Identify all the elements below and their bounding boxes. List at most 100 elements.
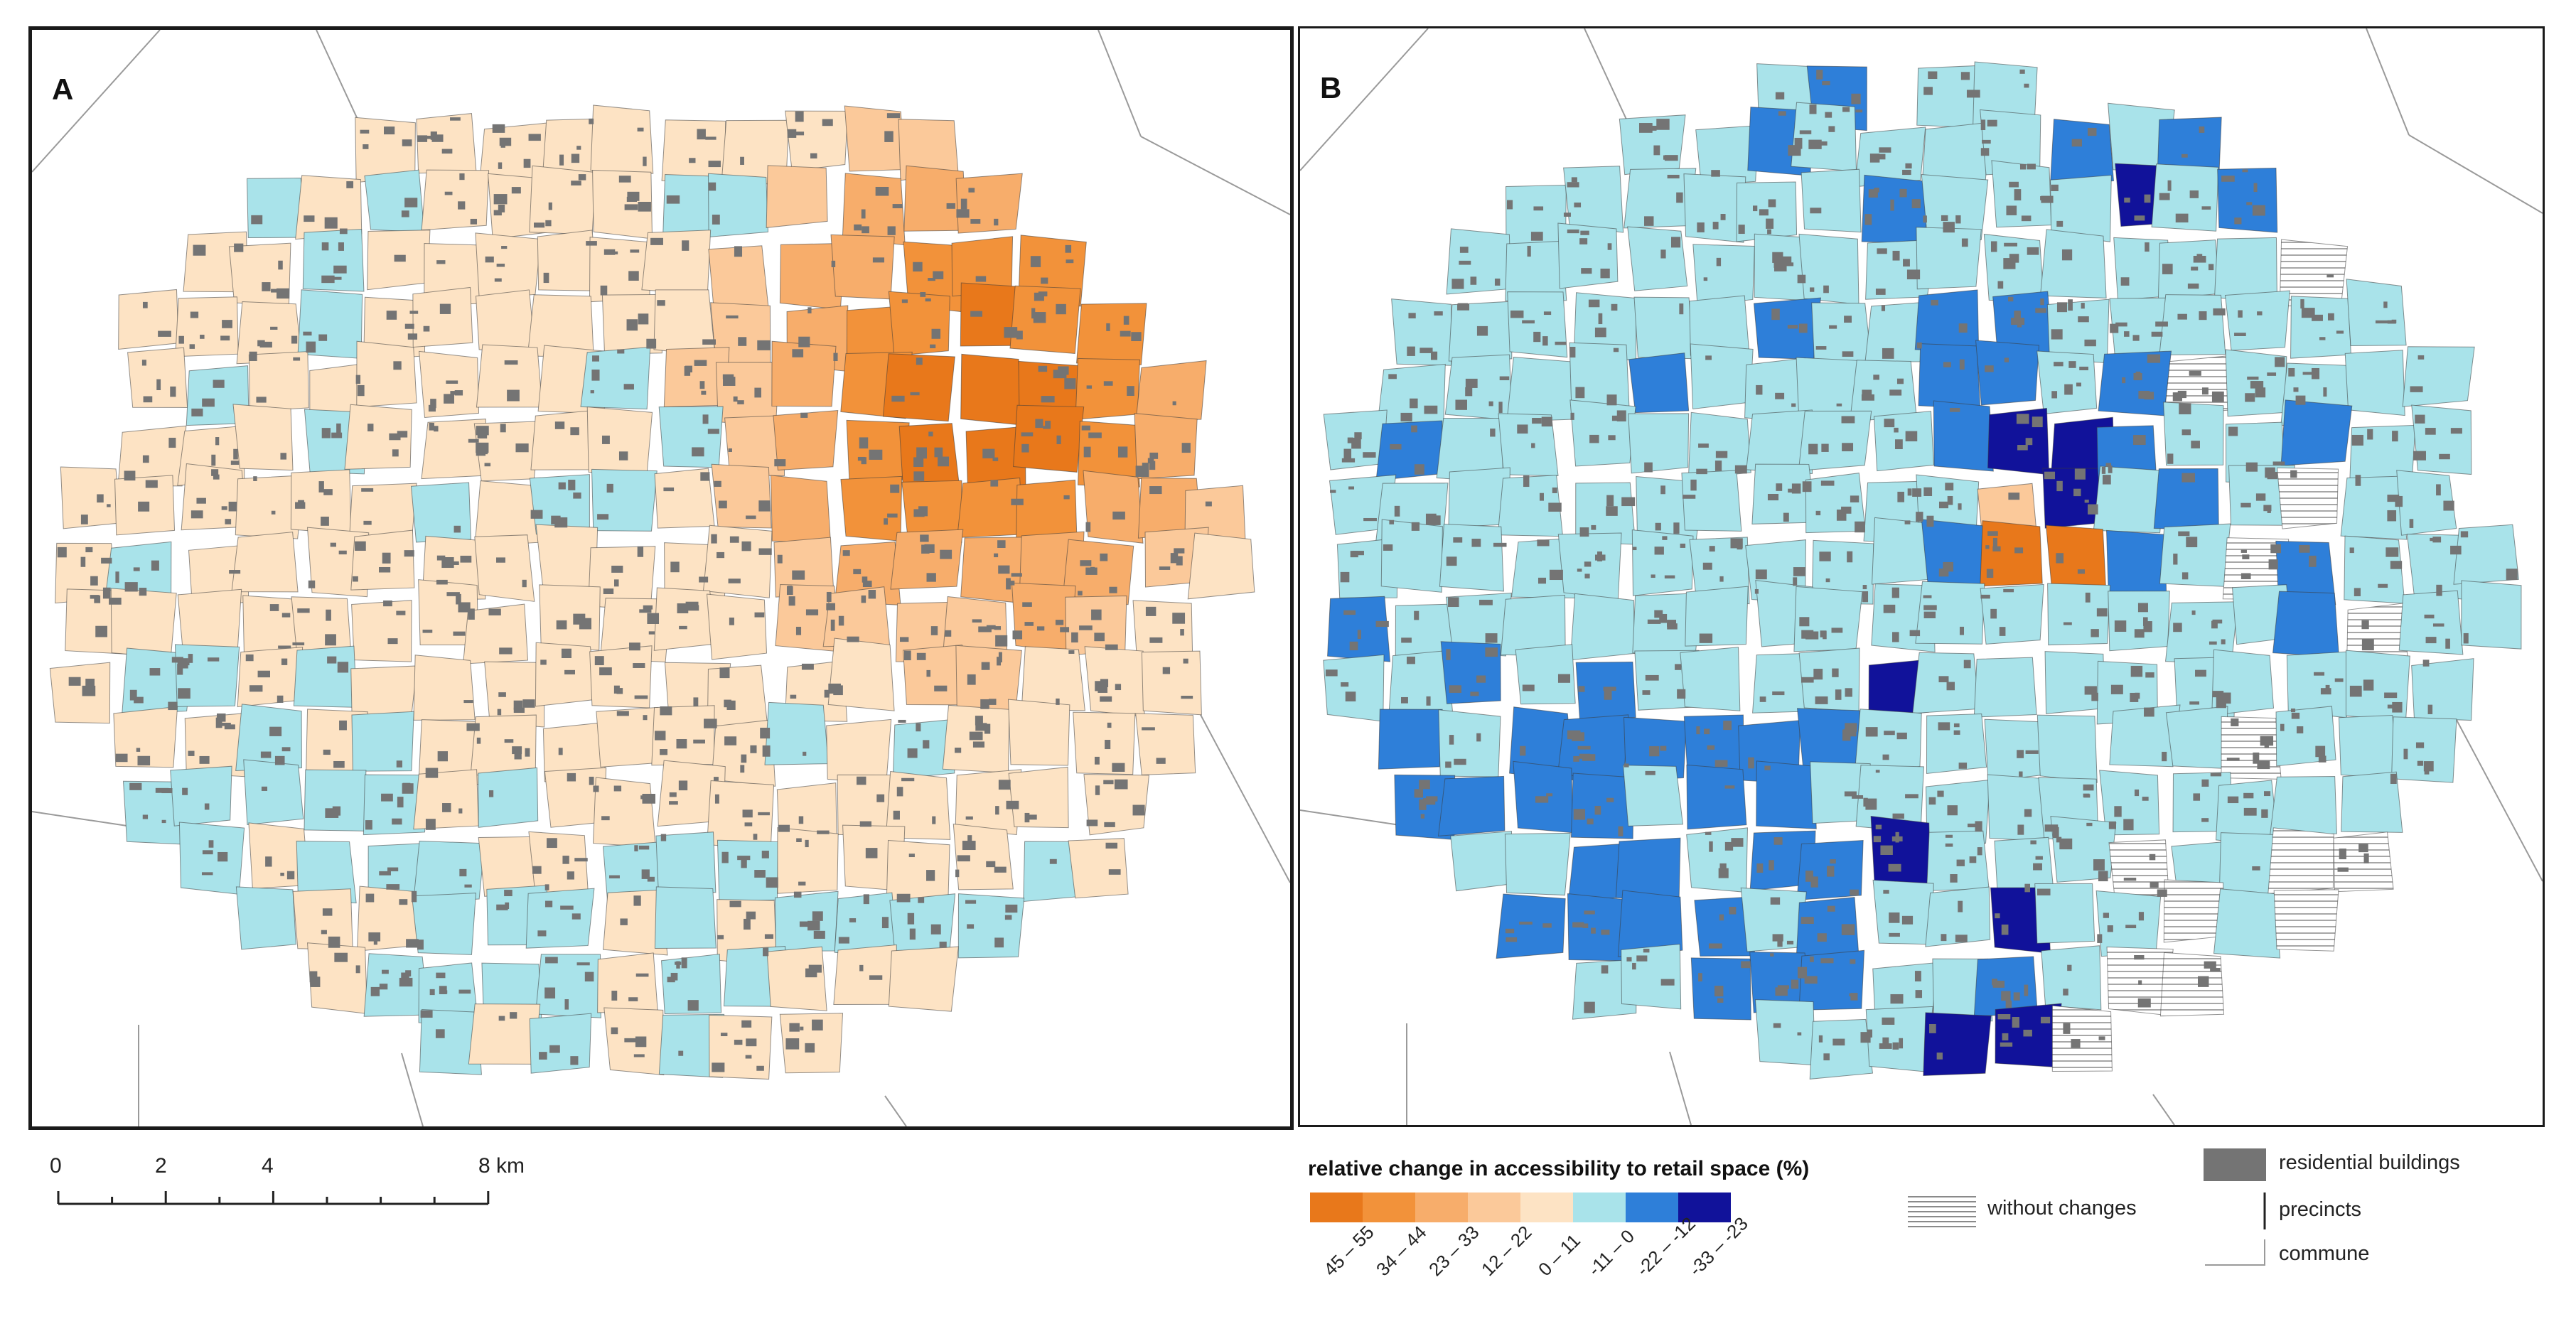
building-footprint — [1449, 735, 1454, 745]
building-footprint — [1424, 405, 1438, 414]
building-footprint — [1798, 323, 1808, 333]
building-footprint — [2228, 426, 2238, 436]
building-footprint — [1181, 443, 1191, 453]
precinct-cell — [888, 291, 950, 357]
building-footprint — [805, 609, 819, 615]
precinct-cell — [661, 119, 726, 183]
building-footprint — [2221, 639, 2226, 645]
building-footprint — [322, 908, 333, 916]
scale-tick-8: 8 km — [478, 1154, 525, 1178]
building-footprint — [997, 657, 1002, 666]
building-footprint — [2199, 126, 2205, 133]
building-footprint — [1764, 765, 1771, 770]
building-footprint — [2123, 819, 2134, 831]
building-footprint — [1797, 967, 1808, 979]
building-footprint — [887, 513, 898, 518]
building-footprint — [758, 548, 772, 555]
building-footprint — [741, 541, 751, 551]
building-footprint — [2325, 684, 2330, 690]
building-footprint — [2004, 242, 2017, 247]
building-footprint — [1041, 396, 1055, 403]
building-footprint — [609, 875, 620, 879]
building-footprint — [787, 129, 797, 138]
building-footprint — [1980, 119, 1986, 130]
building-footprint — [1149, 486, 1162, 495]
building-footprint — [257, 340, 265, 347]
precinct-cell — [1563, 166, 1624, 233]
building-footprint — [2422, 660, 2430, 667]
building-footprint — [504, 890, 512, 897]
building-footprint — [586, 241, 597, 246]
building-footprint — [540, 660, 547, 665]
building-footprint — [211, 454, 216, 466]
building-footprint — [1030, 256, 1041, 267]
building-footprint — [1986, 569, 1994, 578]
building-footprint — [262, 282, 271, 291]
building-footprint — [1401, 696, 1408, 704]
precinct-cell — [892, 718, 955, 780]
precinct-cell — [416, 113, 477, 174]
building-footprint — [793, 131, 805, 136]
building-footprint — [2137, 603, 2148, 613]
building-footprint — [1882, 348, 1894, 359]
scale-tick-0: 0 — [50, 1154, 62, 1178]
building-footprint — [800, 412, 808, 418]
building-footprint — [1567, 182, 1579, 188]
building-footprint — [1791, 979, 1799, 989]
building-footprint — [857, 776, 866, 785]
building-footprint — [124, 582, 138, 592]
building-footprint — [1451, 279, 1464, 289]
building-footprint — [2073, 488, 2081, 497]
building-footprint — [810, 153, 817, 158]
building-footprint — [334, 952, 348, 962]
building-footprint — [717, 935, 724, 940]
building-footprint — [1772, 691, 1785, 696]
building-footprint — [270, 326, 278, 330]
building-footprint — [2122, 377, 2126, 384]
building-footprint — [2252, 205, 2265, 216]
precinct-cell — [1496, 893, 1566, 959]
commune-outline-icon — [2205, 1239, 2265, 1266]
building-footprint — [872, 257, 885, 263]
building-footprint — [2040, 196, 2049, 200]
building-footprint — [446, 592, 460, 596]
building-footprint — [643, 715, 648, 721]
building-footprint — [2181, 473, 2195, 483]
building-footprint — [1103, 381, 1113, 386]
building-footprint — [1905, 431, 1918, 442]
building-footprint — [741, 754, 747, 763]
building-footprint — [982, 448, 995, 458]
building-footprint — [981, 662, 990, 670]
building-footprint — [221, 506, 227, 510]
building-footprint — [741, 1020, 752, 1028]
precinct-cell — [235, 704, 302, 772]
building-footprint — [1613, 348, 1619, 352]
building-footprint — [670, 561, 680, 573]
building-footprint — [458, 602, 471, 613]
building-footprint — [321, 428, 331, 438]
building-footprint — [1945, 483, 1954, 491]
building-footprint — [233, 448, 238, 460]
building-footprint — [788, 596, 795, 606]
building-footprint — [687, 605, 699, 611]
building-footprint — [1117, 446, 1128, 458]
building-footprint — [854, 224, 862, 231]
building-footprint — [1907, 488, 1912, 496]
precinct-cell — [715, 362, 780, 426]
building-footprint — [2056, 302, 2068, 313]
building-footprint — [734, 1040, 743, 1045]
building-footprint — [1563, 212, 1571, 217]
building-footprint — [2019, 163, 2027, 170]
building-footprint — [1548, 502, 1562, 512]
building-footprint — [1906, 269, 1921, 280]
building-footprint — [1883, 890, 1889, 894]
building-footprint — [1570, 412, 1574, 420]
building-footprint — [972, 741, 984, 748]
building-footprint — [2189, 190, 2199, 198]
building-footprint — [1034, 292, 1044, 301]
building-footprint — [330, 542, 336, 547]
building-footprint — [1149, 461, 1156, 470]
building-footprint — [1705, 355, 1712, 360]
building-footprint — [1714, 461, 1722, 471]
building-footprint — [1176, 556, 1183, 566]
